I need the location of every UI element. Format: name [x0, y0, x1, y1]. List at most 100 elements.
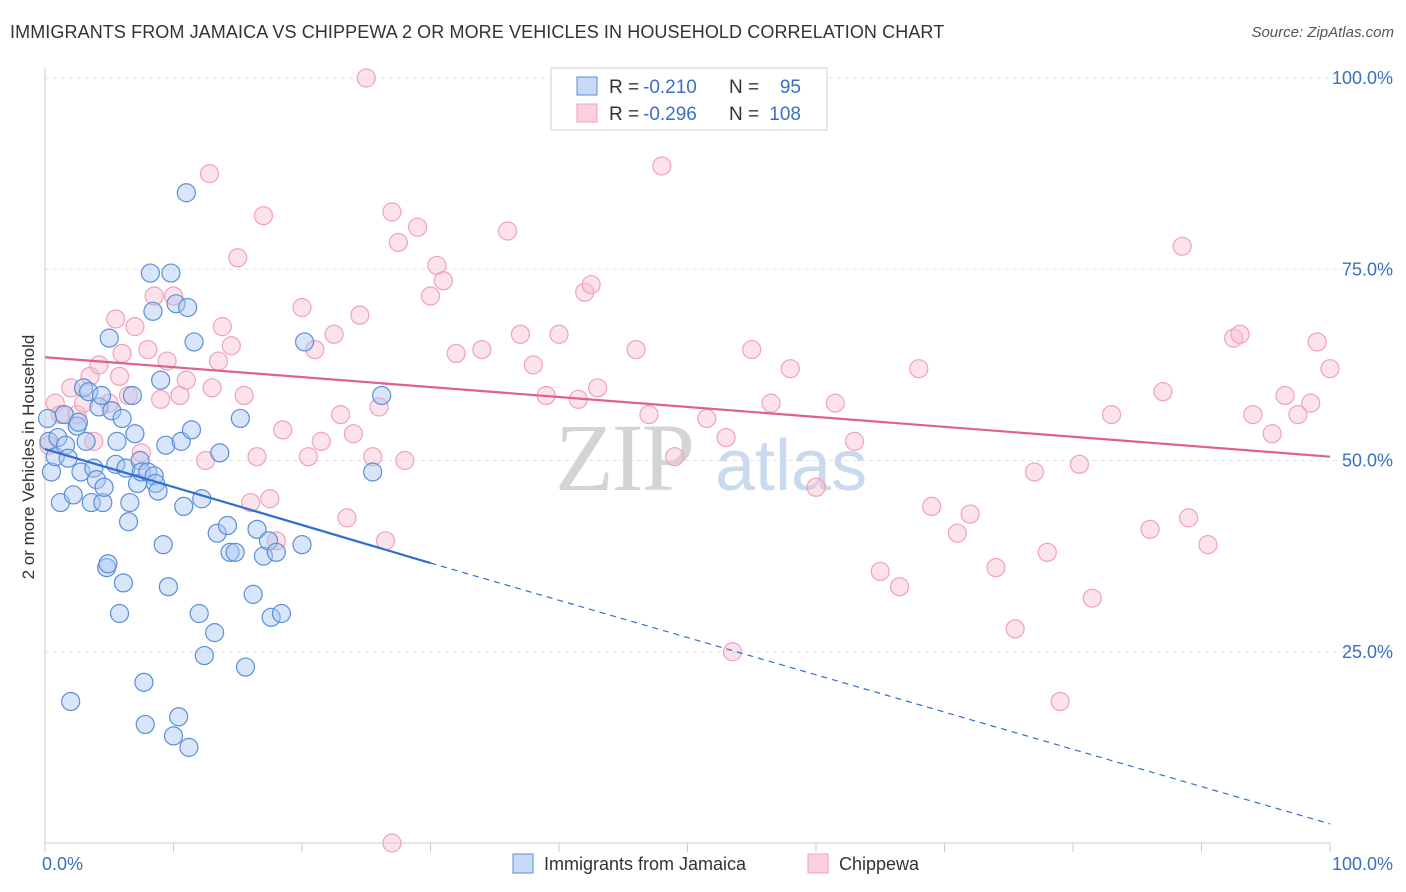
y-tick-label: 100.0% — [1332, 68, 1393, 88]
series-legend: Immigrants from Jamaica Chippewa — [512, 853, 920, 874]
chippewa-point — [523, 355, 543, 375]
jamaica-point — [174, 496, 194, 516]
jamaica-point — [169, 707, 189, 727]
series-legend-jamaica: Immigrants from Jamaica — [544, 854, 747, 874]
legend-r-value-1: -0.210 — [643, 77, 697, 98]
chippewa-point — [652, 156, 672, 176]
jamaica-point — [120, 492, 140, 513]
jamaica-point — [181, 420, 202, 440]
chippewa-point — [73, 393, 94, 413]
jamaica-point — [217, 515, 238, 536]
jamaica-point — [63, 485, 83, 505]
chippewa-point — [1172, 236, 1192, 256]
y-axis-label: 2 or more Vehicles in Household — [19, 335, 38, 580]
jamaica-point — [107, 431, 127, 451]
jamaica-point — [176, 183, 196, 203]
source-label: Source: ZipAtlas.com — [1251, 24, 1394, 41]
chippewa-point — [273, 420, 293, 440]
chippewa-point — [1037, 542, 1057, 562]
jamaica-point — [225, 542, 245, 562]
chippewa-point — [408, 217, 428, 237]
chippewa-point — [176, 370, 196, 390]
jamaica-point — [161, 263, 181, 283]
chippewa-point — [138, 339, 158, 360]
jamaica-point — [135, 714, 155, 735]
chippewa-point — [221, 336, 241, 356]
chippewa-point — [208, 351, 229, 371]
chippewa-point — [909, 359, 929, 379]
chippewa-point — [89, 355, 109, 375]
chippewa-point — [697, 408, 717, 429]
chippewa-point — [228, 248, 248, 268]
chippewa-point — [247, 447, 267, 467]
chippewa-point — [1082, 588, 1102, 608]
chippewa-point — [825, 393, 845, 413]
chippewa-point — [1230, 324, 1250, 344]
chippewa-point — [510, 324, 531, 344]
chippewa-point — [639, 405, 659, 425]
chippewa-point — [1288, 405, 1308, 425]
jamaica-point — [68, 412, 89, 432]
chippewa-point — [305, 339, 325, 360]
legend-n-label-1: N = — [729, 77, 759, 98]
jamaica-point — [143, 301, 163, 321]
jamaica-point — [220, 542, 240, 562]
chippewa-point — [498, 221, 518, 241]
jamaica-point — [98, 554, 118, 574]
jamaica-point — [79, 382, 99, 402]
chippewa-point — [549, 324, 569, 344]
chippewa-point — [112, 343, 132, 363]
jamaica-point — [363, 462, 383, 482]
chippewa-point — [311, 431, 331, 451]
chippewa-point — [446, 343, 466, 363]
jamaica-point — [140, 263, 160, 283]
chippewa-point — [337, 508, 357, 528]
chippewa-point — [298, 447, 319, 467]
chippewa-point — [986, 557, 1006, 578]
chippewa-point — [1024, 462, 1045, 482]
jamaica-point — [194, 645, 214, 666]
jamaica-point — [258, 531, 279, 551]
jamaica-point — [125, 424, 145, 444]
chippewa-point — [1301, 393, 1321, 413]
jamaica-point — [76, 431, 96, 451]
jamaica-point — [210, 443, 230, 463]
chippewa-point — [292, 297, 312, 318]
jamaica-point — [243, 584, 263, 604]
chippewa-point — [266, 531, 286, 551]
chippewa-point — [382, 833, 402, 853]
chippewa-point — [151, 389, 171, 409]
chippewa-point — [125, 317, 145, 337]
stats-legend: R = -0.210 N = 95 R = -0.296 N = 108 — [550, 67, 828, 131]
legend-swatch-pink — [576, 103, 598, 123]
chippewa-point — [212, 317, 232, 337]
jamaica-point — [372, 385, 392, 406]
chippewa-point — [388, 232, 408, 253]
jamaica-point — [205, 623, 225, 643]
chippewa-point — [234, 385, 254, 406]
jamaica-point — [247, 519, 267, 539]
jamaica-point — [271, 603, 292, 624]
chippewa-point — [199, 164, 220, 184]
chippewa-point — [109, 366, 130, 386]
chippewa-point — [433, 271, 453, 291]
chart-title: IMMIGRANTS FROM JAMAICA VS CHIPPEWA 2 OR… — [10, 22, 945, 42]
chippewa-point — [1050, 691, 1070, 712]
chippewa-point — [844, 431, 865, 451]
tick-labels: 25.0% 50.0% 75.0% 100.0% 0.0% 100.0% — [42, 68, 1393, 874]
chippewa-point — [1275, 385, 1295, 406]
chippewa-point — [382, 202, 402, 222]
jamaica-point — [253, 546, 274, 566]
jamaica-point — [207, 523, 227, 543]
series-legend-chippewa: Chippewa — [839, 854, 920, 874]
jamaica-point — [294, 332, 315, 352]
chippewa-point — [1262, 424, 1282, 444]
series-legend-swatch-chippewa — [807, 853, 829, 874]
chippewa-point — [369, 397, 389, 417]
trend-lines — [44, 356, 1331, 825]
chippewa-point — [241, 492, 261, 513]
chippewa-point — [202, 378, 222, 398]
jamaica-point — [86, 470, 107, 490]
watermark: ZIP atlas — [555, 404, 867, 511]
